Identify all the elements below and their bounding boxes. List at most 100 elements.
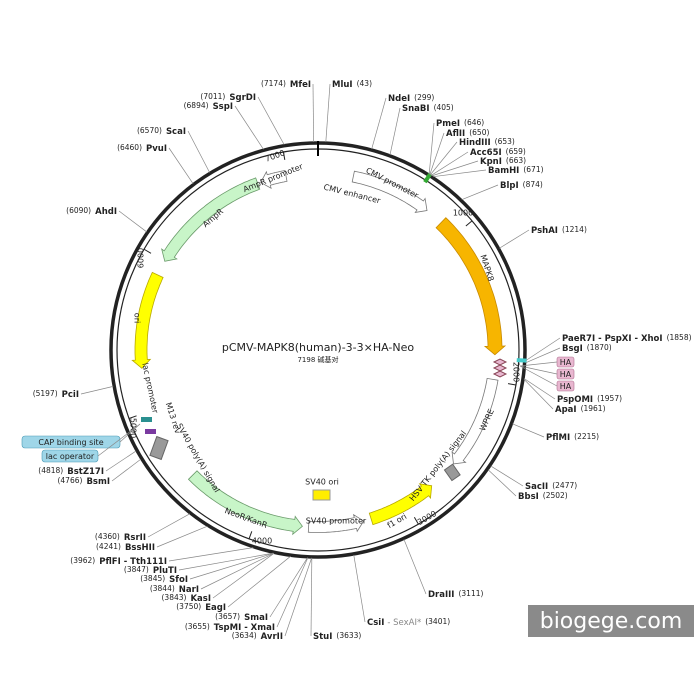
enzyme-label: SacII (2477) — [525, 481, 577, 492]
leader — [168, 147, 194, 184]
feature-arrow — [435, 217, 507, 356]
enzyme-site: (3657) — [215, 612, 240, 621]
feature-arrow — [451, 377, 499, 465]
enzyme-label: (6090) AhdI — [66, 206, 117, 217]
enzyme-name: PspOMI — [557, 395, 593, 405]
enzyme-name: SnaBI — [402, 104, 430, 114]
enzyme-label: (4766) BsmI — [57, 476, 110, 487]
leader — [111, 458, 142, 482]
enzyme-name: BlpI — [500, 181, 519, 191]
enzyme-name: PciI — [62, 390, 79, 400]
enzyme-label: (3843) KasI — [162, 593, 212, 604]
tick-label: 1000 — [453, 209, 473, 218]
enzyme-site: (3633) — [336, 631, 361, 640]
leader — [257, 96, 285, 145]
enzyme-name: CsiI — [367, 618, 384, 628]
enzyme-name: PflMI — [546, 433, 570, 443]
enzyme-name: BbsI — [518, 492, 539, 502]
enzyme-label: BlpI (874) — [500, 180, 543, 191]
enzyme-name: PshAI — [531, 226, 558, 236]
enzyme-site: (6090) — [66, 206, 91, 215]
enzyme-label: BsgI (1870) — [562, 343, 612, 354]
leader — [499, 229, 530, 249]
feature-arrow — [307, 513, 365, 533]
tick-label: 2000 — [512, 362, 521, 382]
enzyme-name: SacII — [525, 482, 548, 492]
enzyme-name: SmaI — [244, 613, 268, 623]
enzyme-label: (6894) SspI — [184, 101, 233, 112]
leader — [118, 210, 147, 233]
enzyme-site: (2502) — [543, 491, 568, 500]
enzyme-name: StuI — [313, 632, 332, 642]
leader — [187, 130, 210, 173]
leader — [512, 423, 545, 438]
leader — [431, 160, 479, 177]
enzyme-site: (3962) — [70, 556, 95, 565]
enzyme-name: ApaI — [555, 405, 577, 415]
enzyme-site: (4766) — [57, 476, 82, 485]
enzyme-label: MluI (43) — [332, 79, 372, 90]
leader — [234, 105, 264, 150]
leader — [178, 552, 274, 571]
enzyme-label: PspOMI (1957) — [557, 394, 622, 405]
enzyme-label: Acc65I (659) — [470, 147, 526, 158]
enzyme-label: (6570) ScaI — [137, 126, 186, 137]
feature-arrow — [131, 271, 164, 369]
enzyme-label: PaeR7I - PspXI - XhoI (1858) — [562, 333, 692, 344]
enzyme-site: (671) — [523, 165, 543, 174]
enzyme-label: PflMI (2215) — [546, 432, 599, 443]
leader — [461, 184, 499, 200]
feature-label: SV40 promoter — [306, 517, 367, 526]
feature-arrow — [161, 177, 261, 262]
leader — [119, 423, 141, 443]
leader — [429, 141, 458, 176]
enzyme-label: KpnI (663) — [480, 156, 526, 167]
enzyme-site: (650) — [469, 128, 489, 137]
ring-mark — [423, 172, 433, 184]
feature-label: AmpR promoter — [242, 162, 305, 194]
enzyme-site: (3401) — [425, 617, 450, 626]
enzyme-site: (874) — [523, 180, 543, 189]
leader — [490, 465, 524, 487]
enzyme-site: (2477) — [552, 481, 577, 490]
enzyme-site: (646) — [464, 118, 484, 127]
sv40-polya-box — [149, 435, 169, 461]
enzyme-name: Acc65I — [470, 148, 502, 158]
enzyme-name: BsmI — [86, 477, 110, 487]
leader — [276, 557, 309, 628]
feature-label: SV40 ori — [305, 478, 339, 487]
ha-tag: HA — [560, 370, 572, 379]
enzyme-site: (6460) — [117, 143, 142, 152]
enzyme-site: (2215) — [574, 432, 599, 441]
leader — [269, 557, 308, 618]
enzyme-site: (405) — [434, 103, 454, 112]
hsv-tk-box — [443, 463, 461, 482]
feature-arrow — [187, 470, 303, 536]
enzyme-site: (3844) — [150, 584, 175, 593]
enzyme-label: (6460) PvuI — [117, 143, 167, 154]
enzyme-label: ApaI (1961) — [555, 404, 606, 415]
feature-arrow — [351, 170, 428, 213]
enzyme-label: (5197) PciI — [33, 389, 79, 400]
ha-marker — [492, 364, 508, 372]
enzyme-label: CsiI - SexAI* (3401) — [367, 617, 450, 628]
enzyme-label: BbsI (2502) — [518, 491, 568, 502]
enzyme-site: (299) — [414, 93, 434, 102]
tick-label: 4000 — [252, 537, 272, 546]
enzyme-name: KasI — [190, 594, 211, 604]
tick-label: 6000 — [137, 248, 146, 268]
enzyme-name: PvuI — [146, 144, 167, 154]
enzyme-label: SnaBI (405) — [402, 103, 454, 114]
ring-mark — [516, 358, 527, 363]
enzyme-name: HindIII — [459, 138, 491, 148]
enzyme-name: TspMI - XmaI — [214, 623, 275, 633]
tick-mark — [282, 151, 286, 160]
leader — [200, 552, 275, 590]
leader — [312, 83, 314, 143]
leader — [430, 151, 469, 176]
enzyme-label: (3845) SfoI — [140, 574, 188, 585]
ha-tag: HA — [560, 358, 572, 367]
enzyme-site: (1214) — [562, 225, 587, 234]
leader — [212, 553, 275, 599]
enzyme-name: BssHII — [125, 543, 155, 553]
